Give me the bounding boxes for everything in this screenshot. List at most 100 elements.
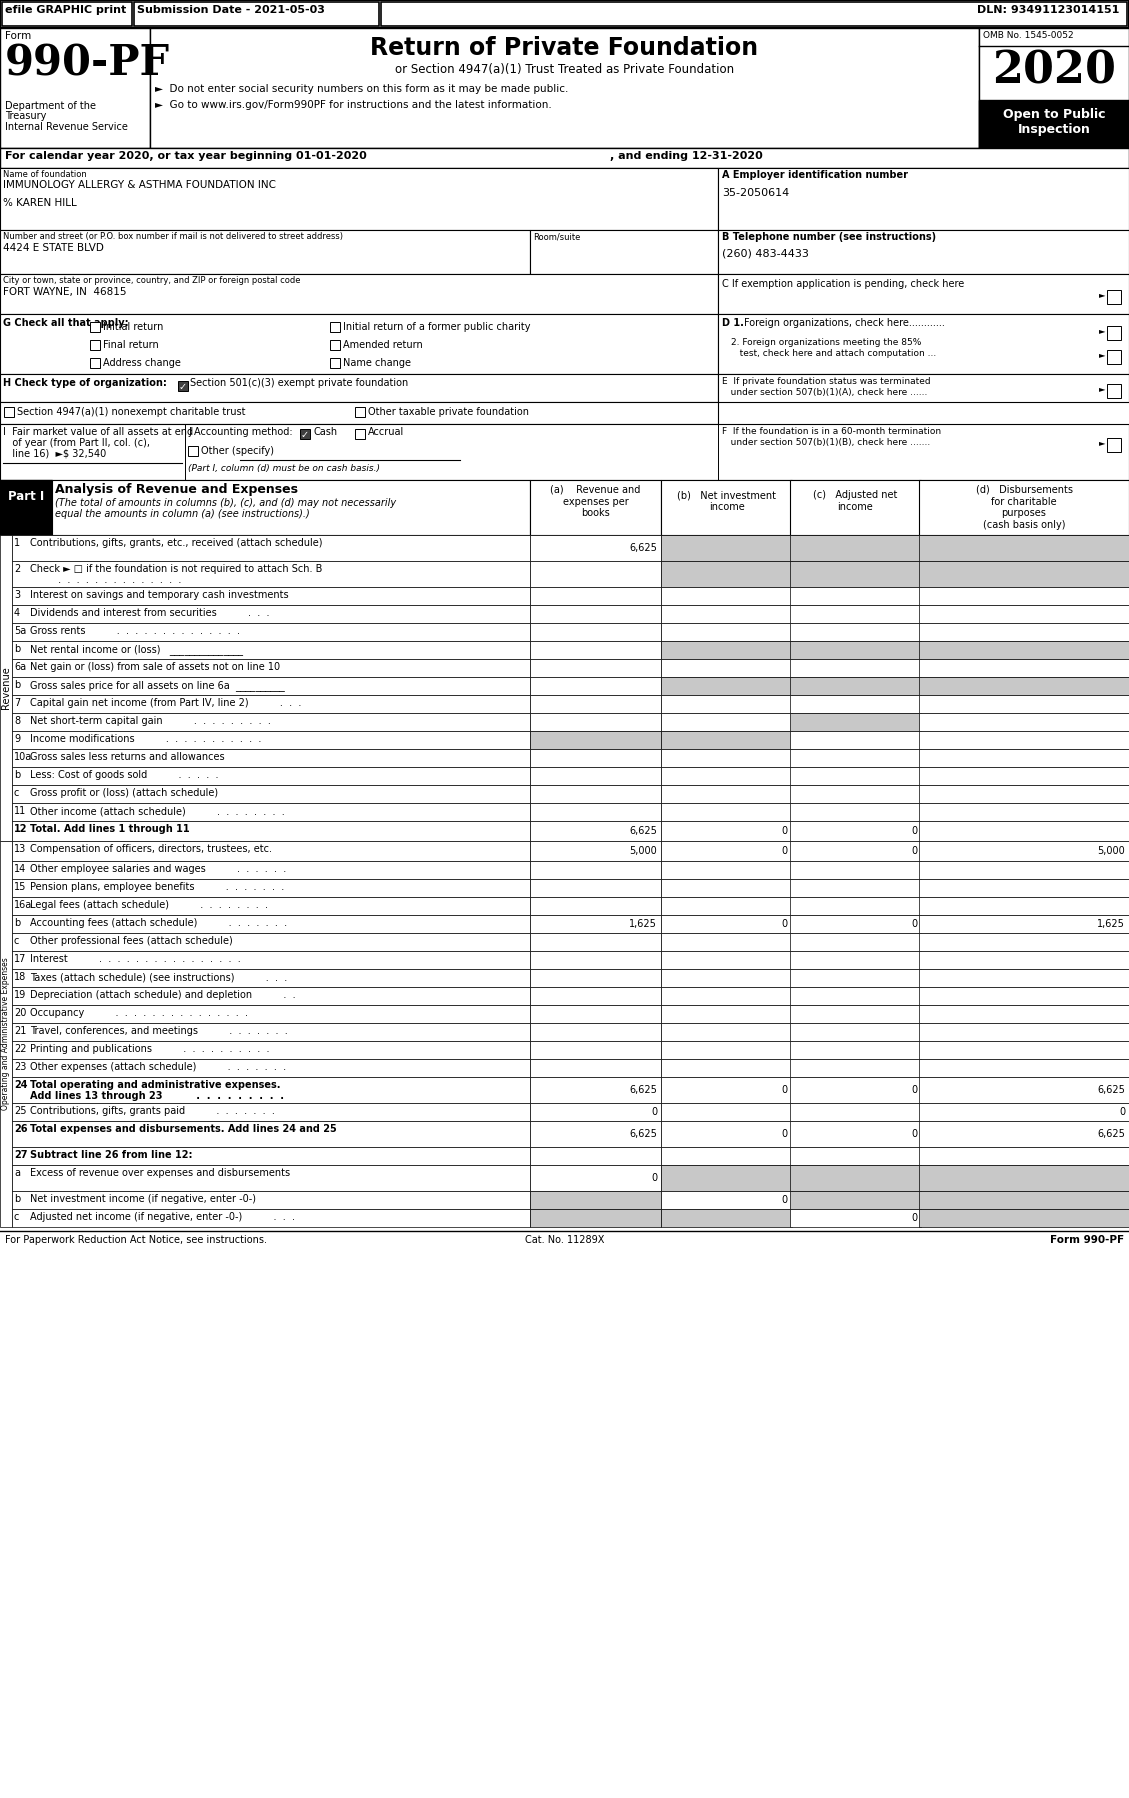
Text: (c)   Adjusted net
income: (c) Adjusted net income <box>813 491 898 512</box>
Bar <box>919 1023 1129 1041</box>
Text: Other taxable private foundation: Other taxable private foundation <box>368 406 530 417</box>
Text: Section 501(c)(3) exempt private foundation: Section 501(c)(3) exempt private foundat… <box>190 378 409 388</box>
Bar <box>330 340 340 351</box>
Bar <box>790 732 921 750</box>
Bar <box>0 273 718 315</box>
Text: ✓: ✓ <box>180 381 187 392</box>
Text: For calendar year 2020, or tax year beginning 01-01-2020: For calendar year 2020, or tax year begi… <box>5 151 367 162</box>
Text: 0: 0 <box>782 1196 788 1205</box>
Bar <box>660 714 793 732</box>
Text: 2: 2 <box>14 565 20 574</box>
Bar <box>530 879 660 897</box>
Text: Net short-term capital gain          .  .  .  .  .  .  .  .  .: Net short-term capital gain . . . . . . … <box>30 716 271 726</box>
Bar <box>790 951 921 969</box>
Bar <box>660 879 793 897</box>
Text: 0: 0 <box>911 847 917 856</box>
Bar <box>790 822 921 841</box>
Text: Return of Private Foundation: Return of Private Foundation <box>370 36 759 59</box>
Bar <box>530 1041 660 1059</box>
Bar <box>790 1023 921 1041</box>
Bar <box>660 841 793 861</box>
Text: Pension plans, employee benefits          .  .  .  .  .  .  .: Pension plans, employee benefits . . . .… <box>30 883 285 892</box>
Text: DLN: 93491123014151: DLN: 93491123014151 <box>977 5 1119 14</box>
Bar <box>12 915 530 933</box>
Text: D 1.: D 1. <box>723 318 744 327</box>
Bar <box>919 786 1129 804</box>
Bar <box>919 642 1129 660</box>
Text: (b)   Net investment
income: (b) Net investment income <box>677 491 776 512</box>
Text: 6,625: 6,625 <box>629 825 657 836</box>
Text: H Check type of organization:: H Check type of organization: <box>3 378 167 388</box>
Bar <box>790 622 921 642</box>
Text: C If exemption application is pending, check here: C If exemption application is pending, c… <box>723 279 964 289</box>
Bar <box>919 804 1129 822</box>
Bar <box>790 561 921 586</box>
Bar <box>919 768 1129 786</box>
Bar <box>52 480 530 536</box>
Bar <box>90 340 100 351</box>
Bar <box>919 841 1129 861</box>
Bar <box>919 879 1129 897</box>
Bar <box>660 1208 793 1226</box>
Bar <box>530 1059 660 1077</box>
Bar <box>919 604 1129 622</box>
Text: 19: 19 <box>14 991 26 1000</box>
Bar <box>530 604 660 622</box>
Bar <box>12 642 530 660</box>
Bar <box>660 897 793 915</box>
Bar <box>660 1041 793 1059</box>
Bar <box>660 1102 793 1120</box>
Bar <box>12 1059 530 1077</box>
Bar <box>660 786 793 804</box>
Bar <box>0 167 718 230</box>
Bar <box>530 230 718 273</box>
Bar <box>1108 439 1121 451</box>
Text: 0: 0 <box>782 847 788 856</box>
Bar <box>660 1165 793 1190</box>
Bar <box>919 987 1129 1005</box>
Text: ✓: ✓ <box>301 430 309 441</box>
Bar <box>919 561 1129 586</box>
Text: Excess of revenue over expenses and disbursements: Excess of revenue over expenses and disb… <box>30 1169 290 1178</box>
Text: 1,625: 1,625 <box>629 919 657 930</box>
Bar <box>12 1190 530 1208</box>
Text: Operating and Administrative Expenses: Operating and Administrative Expenses <box>1 958 10 1111</box>
Bar <box>790 1059 921 1077</box>
Bar <box>330 322 340 333</box>
Bar <box>790 841 921 861</box>
Text: b: b <box>14 919 20 928</box>
Bar <box>919 861 1129 879</box>
Bar <box>530 804 660 822</box>
Bar <box>0 424 1129 480</box>
Text: Treasury: Treasury <box>5 111 46 120</box>
Text: Total. Add lines 1 through 11: Total. Add lines 1 through 11 <box>30 823 190 834</box>
Text: c: c <box>14 788 19 798</box>
Bar <box>12 1102 530 1120</box>
Text: Travel, conferences, and meetings          .  .  .  .  .  .  .: Travel, conferences, and meetings . . . … <box>30 1027 288 1036</box>
Text: (a)    Revenue and
expenses per
books: (a) Revenue and expenses per books <box>550 485 640 518</box>
Text: Adjusted net income (if negative, enter -0-)          .  .  .: Adjusted net income (if negative, enter … <box>30 1212 295 1223</box>
Text: Gross rents          .  .  .  .  .  .  .  .  .  .  .  .  .  .: Gross rents . . . . . . . . . . . . . . <box>30 626 240 636</box>
Bar <box>355 430 365 439</box>
Bar <box>660 480 793 536</box>
Bar <box>919 586 1129 604</box>
Bar <box>660 1023 793 1041</box>
Text: 11: 11 <box>14 806 26 816</box>
Text: efile GRAPHIC print: efile GRAPHIC print <box>5 5 126 14</box>
Text: 0: 0 <box>782 919 788 930</box>
Bar <box>2 2 132 25</box>
Text: % KAREN HILL: % KAREN HILL <box>3 198 77 209</box>
Bar <box>790 1190 921 1208</box>
Bar <box>660 1120 793 1147</box>
Bar <box>790 1005 921 1023</box>
Text: 0: 0 <box>1119 1108 1124 1117</box>
Bar <box>790 696 921 714</box>
Text: .  .  .  .  .  .  .  .  .  .  .  .  .  .: . . . . . . . . . . . . . . <box>30 575 182 584</box>
Text: Capital gain net income (from Part IV, line 2)          .  .  .: Capital gain net income (from Part IV, l… <box>30 698 301 708</box>
Text: ►  Do not enter social security numbers on this form as it may be made public.: ► Do not enter social security numbers o… <box>155 85 568 93</box>
Bar <box>979 29 1129 147</box>
Bar <box>790 786 921 804</box>
Text: of year (from Part II, col. (c),: of year (from Part II, col. (c), <box>3 439 150 448</box>
Text: 6,625: 6,625 <box>629 1129 657 1138</box>
Bar <box>12 678 530 696</box>
